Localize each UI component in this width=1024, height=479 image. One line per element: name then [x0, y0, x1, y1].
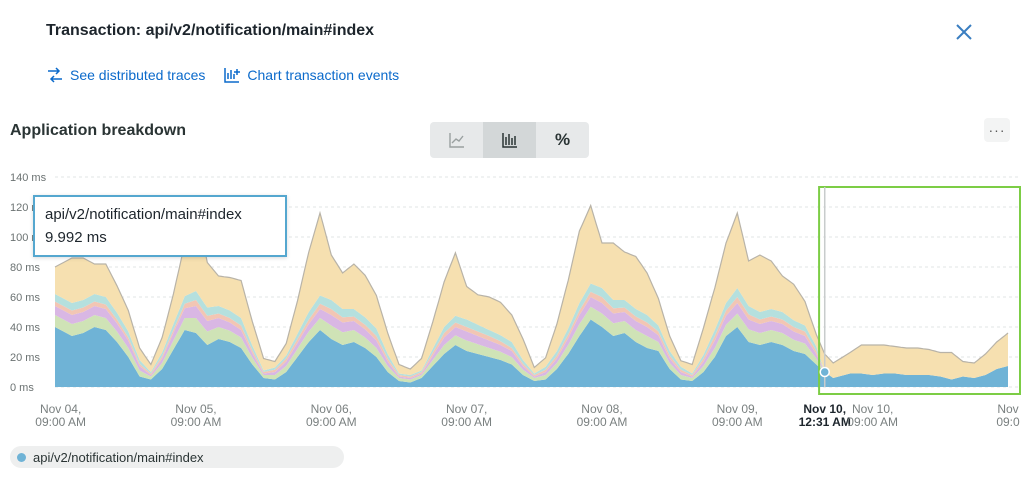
- x-tick-label: 09:00 AM: [306, 415, 357, 429]
- area-series-5: [55, 283, 1008, 380]
- x-tick-label: 09:00 AM: [441, 415, 492, 429]
- transaction-actions: See distributed traces Chart transaction…: [46, 66, 399, 84]
- chart-transaction-events-link[interactable]: Chart transaction events: [223, 66, 399, 84]
- x-tick-label: 09:00 AM: [577, 415, 628, 429]
- area-series-6: [55, 204, 1008, 380]
- selection-highlight: [818, 186, 1022, 395]
- x-tick-label: Nov 08,: [581, 402, 622, 416]
- percent-toggle[interactable]: %: [536, 122, 589, 158]
- close-icon[interactable]: [952, 20, 976, 44]
- x-tick-label: 09:00 AM: [171, 415, 222, 429]
- y-tick-label: 80 ms: [10, 262, 40, 274]
- see-distributed-traces-link[interactable]: See distributed traces: [46, 66, 205, 84]
- x-tick-label: 09:00 AM: [847, 415, 898, 429]
- y-tick-label: 60 ms: [10, 292, 40, 304]
- distributed-traces-icon: [48, 67, 62, 83]
- x-tick-label: Nov 05,: [175, 402, 216, 416]
- legend-label: api/v2/notification/main#index: [33, 449, 204, 465]
- y-tick-label: 20 ms: [10, 352, 40, 364]
- see-distributed-traces-label: See distributed traces: [70, 67, 206, 83]
- x-tick-label: Nov: [997, 402, 1018, 416]
- x-tick-label: Nov 06,: [311, 402, 352, 416]
- total-outline: [54, 203, 1009, 370]
- x-tick-label: Nov 10,: [803, 402, 846, 416]
- more-options-button[interactable]: ···: [984, 118, 1010, 142]
- x-tick-label: 09:0: [996, 415, 1020, 429]
- cursor-point: [819, 366, 830, 378]
- area-series-1: [55, 319, 1008, 387]
- x-tick-label: Nov 10,: [852, 402, 893, 416]
- x-tick-label: Nov 09,: [717, 402, 758, 416]
- line-chart-toggle[interactable]: [430, 122, 483, 158]
- x-tick-label: Nov 04,: [40, 402, 81, 416]
- x-tick-label: 09:00 AM: [35, 415, 86, 429]
- chart-tooltip: api/v2/notification/main#index 9.992 ms: [33, 195, 287, 257]
- area-series-4: [55, 291, 1008, 380]
- bar-chart-icon: [501, 133, 517, 148]
- line-chart-icon: [448, 133, 464, 148]
- legend-swatch: [17, 452, 26, 462]
- y-tick-label: 140 ms: [10, 172, 47, 184]
- bar-chart-plus-icon: [224, 68, 241, 83]
- x-tick-label: Nov 07,: [446, 402, 487, 416]
- x-tick-label: 09:00 AM: [712, 415, 763, 429]
- page-title: Transaction: api/v2/notification/main#in…: [46, 22, 375, 39]
- y-tick-label: 40 ms: [10, 322, 40, 334]
- stacked-bar-toggle[interactable]: [483, 122, 536, 158]
- x-tick-label: 12:31 AM: [799, 415, 851, 429]
- chart-transaction-events-label: Chart transaction events: [247, 67, 400, 83]
- legend-item[interactable]: api/v2/notification/main#index: [10, 446, 344, 468]
- chart-type-toggle: %: [430, 122, 589, 158]
- section-title: Application breakdown: [10, 122, 187, 139]
- tooltip-value: 9.992 ms: [45, 229, 107, 246]
- y-tick-label: 0 ms: [10, 382, 34, 394]
- percent-label: %: [554, 130, 571, 149]
- tooltip-series-name: api/v2/notification/main#index: [45, 206, 242, 223]
